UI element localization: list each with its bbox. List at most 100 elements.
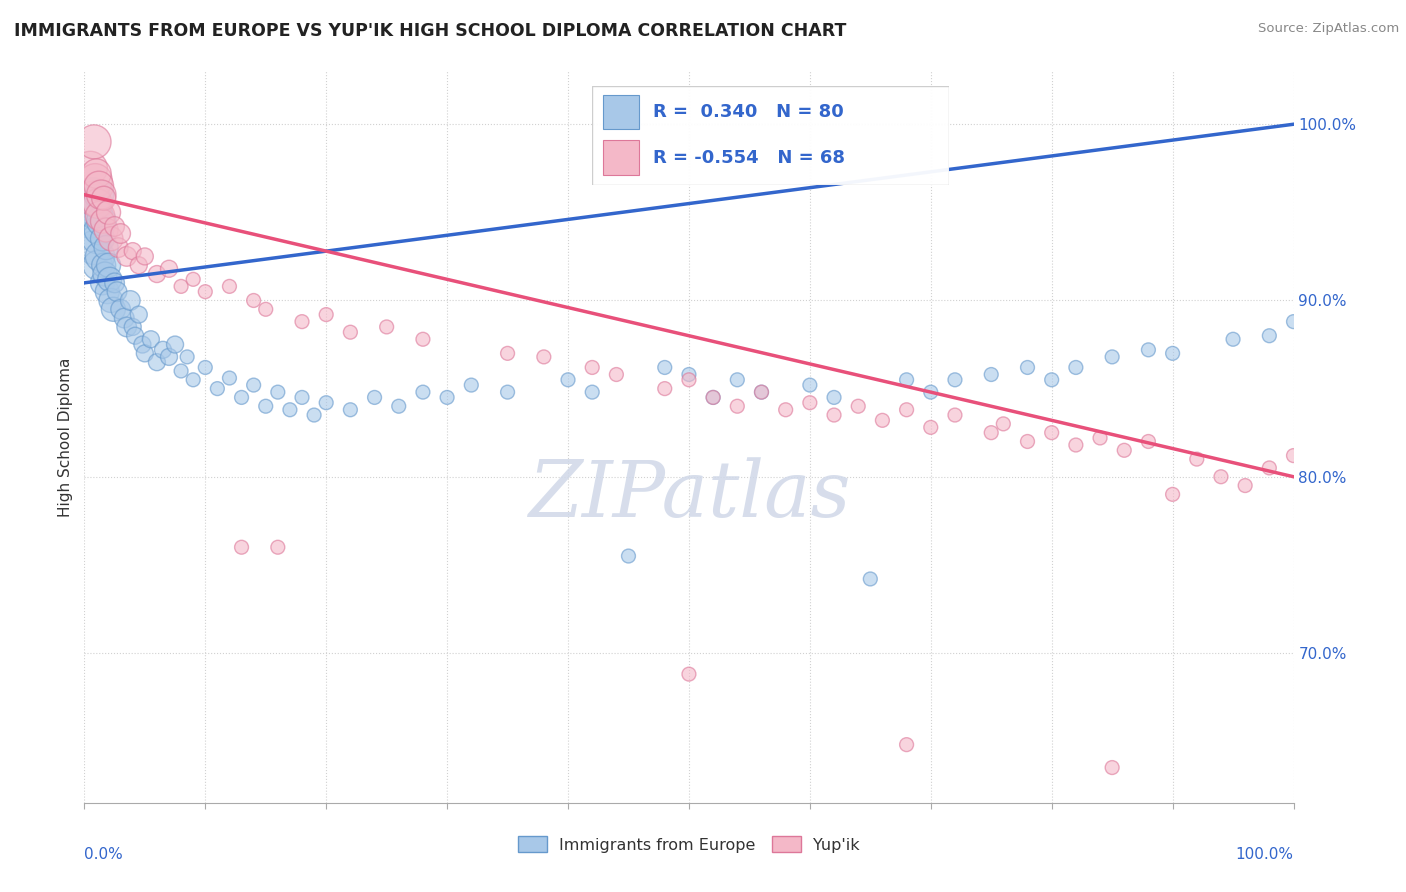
Point (496, 346, 519, 360)
Point (1282, 449, 1305, 463)
Point (131, 337, 153, 351)
Point (557, 373, 579, 387)
Point (100, 293, 122, 308)
Point (100, 232, 122, 246)
Point (90, 214, 112, 228)
Point (412, 385, 434, 400)
Point (98, 272, 121, 286)
Point (339, 402, 361, 417)
Point (1101, 760, 1123, 774)
Point (94, 241, 117, 255)
Point (1064, 360, 1087, 375)
Point (115, 320, 138, 334)
Point (1258, 328, 1281, 343)
Y-axis label: High School Diploma: High School Diploma (58, 358, 73, 516)
Point (207, 382, 229, 396)
Point (84, 205, 107, 219)
Point (97, 205, 120, 219)
Point (1258, 461, 1281, 475)
Point (218, 371, 240, 385)
Point (107, 241, 129, 255)
Point (980, 368, 1002, 382)
Point (157, 261, 180, 276)
Point (1040, 373, 1063, 387)
Point (86, 232, 108, 246)
Point (920, 385, 942, 400)
Point (980, 425, 1002, 440)
Point (943, 408, 966, 422)
Point (943, 373, 966, 387)
Point (165, 337, 187, 351)
Point (134, 346, 156, 360)
Point (375, 320, 398, 334)
Point (315, 308, 337, 322)
Point (823, 408, 845, 422)
Point (1137, 434, 1160, 449)
Point (339, 325, 361, 339)
Point (90, 187, 112, 202)
Point (920, 420, 942, 434)
Point (110, 302, 132, 317)
Point (82, 187, 104, 202)
Point (97, 258, 120, 272)
Point (1101, 350, 1123, 364)
Point (799, 395, 821, 409)
Point (654, 360, 676, 375)
Point (83, 135, 105, 149)
Point (91, 214, 114, 228)
Point (799, 378, 821, 392)
Point (678, 373, 700, 387)
Text: IMMIGRANTS FROM EUROPE VS YUP'IK HIGH SCHOOL DIPLOMA CORRELATION CHART: IMMIGRANTS FROM EUROPE VS YUP'IK HIGH SC… (14, 22, 846, 40)
Point (139, 332, 162, 346)
Point (896, 402, 918, 417)
Point (1161, 346, 1184, 360)
Point (496, 385, 519, 400)
Point (89, 209, 111, 223)
Point (678, 368, 700, 382)
Point (157, 350, 180, 364)
Point (1185, 452, 1208, 467)
Point (128, 258, 150, 272)
Point (82, 191, 104, 205)
Point (231, 540, 253, 554)
Point (254, 399, 277, 413)
Point (86, 196, 108, 211)
Point (1137, 343, 1160, 357)
Point (363, 391, 385, 405)
Point (1040, 425, 1063, 440)
Point (315, 395, 337, 409)
Point (859, 572, 882, 586)
Point (112, 311, 135, 326)
Point (87, 187, 110, 202)
Point (1161, 487, 1184, 501)
Point (254, 302, 277, 317)
Point (1088, 431, 1111, 445)
Point (103, 302, 125, 317)
Point (146, 355, 169, 369)
Text: Source: ZipAtlas.com: Source: ZipAtlas.com (1258, 22, 1399, 36)
Point (896, 738, 918, 752)
Point (1282, 315, 1305, 329)
Point (94, 267, 117, 281)
Point (1064, 438, 1087, 452)
Point (124, 328, 146, 343)
Point (128, 308, 150, 322)
Point (605, 368, 627, 382)
Point (846, 399, 869, 413)
Point (146, 267, 169, 281)
Point (581, 360, 603, 375)
Point (181, 272, 204, 286)
Point (120, 293, 142, 308)
Point (751, 385, 773, 400)
Point (725, 373, 748, 387)
Point (1017, 360, 1039, 375)
Point (823, 391, 845, 405)
Point (1234, 478, 1257, 492)
Point (91, 276, 114, 290)
Point (104, 219, 127, 234)
Point (751, 385, 773, 400)
Text: ZIPatlas: ZIPatlas (527, 458, 851, 533)
Point (176, 350, 198, 364)
Point (105, 285, 128, 299)
Text: 0.0%: 0.0% (84, 847, 124, 862)
